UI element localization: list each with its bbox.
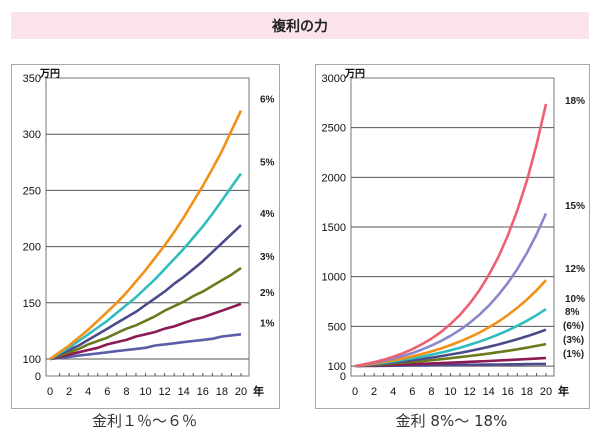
y-tick-label: 1000: [322, 272, 346, 284]
x-tick-label: 4: [85, 386, 91, 398]
x-tick-label: 14: [483, 386, 495, 398]
y-tick-label: 250: [23, 185, 41, 197]
x-tick-label: 20: [235, 386, 247, 398]
series-line-2pct: [49, 302, 242, 361]
series-label: (6%): [563, 321, 584, 332]
x-tick-label: 12: [463, 386, 475, 398]
chart-panel-right: 0 100 500 1000 1500 2000 2500 3000 万円 0 2 4 6 8 10 12 14…: [315, 64, 590, 409]
x-tick-label: 2: [371, 386, 377, 398]
series-label: (3%): [563, 335, 584, 346]
series-line-5pct: [49, 172, 243, 361]
x-tick-label: 8: [428, 386, 434, 398]
x-tick-label: 20: [540, 386, 552, 398]
y-tick-label: 350: [23, 73, 41, 85]
series-label: (1%): [563, 349, 584, 360]
x-tick-label: 2: [66, 386, 72, 398]
x-axis-unit: 年: [253, 384, 264, 398]
x-tick-label: 0: [47, 386, 53, 398]
series-label: 12%: [565, 264, 585, 275]
x-tick-label: 8: [123, 386, 129, 398]
y-axis-unit: 万円: [344, 68, 365, 80]
x-tick-label: 10: [444, 386, 456, 398]
chart-panel-left: 0 100 150 200 250 300 350 万円 0 2 4 6 8 10 12 14 16 18 20 年 1…: [11, 64, 280, 409]
x-tick-label: 12: [158, 386, 170, 398]
series-label: 2%: [260, 288, 275, 299]
y-tick-label: 100: [23, 354, 41, 366]
x-tick-label: 6: [409, 386, 415, 398]
page-title: 複利の力: [11, 12, 589, 39]
y-axis-unit: 万円: [39, 68, 60, 80]
series-line-4pct: [49, 224, 242, 361]
y-tick-label: 1500: [322, 222, 346, 234]
x-tick-label: 4: [390, 386, 396, 398]
y-tick-label: 100: [328, 361, 346, 373]
y-tick-label: 200: [23, 242, 41, 254]
series-label: 6%: [260, 95, 275, 106]
x-axis-unit: 年: [558, 384, 569, 398]
plot-area: [45, 77, 250, 377]
x-tick-label: 16: [197, 386, 209, 398]
y-tick-label: 300: [23, 129, 41, 141]
series-line-3pct: [49, 266, 242, 361]
series-label: 15%: [565, 201, 585, 212]
series-line-12pct: [354, 279, 547, 368]
series-label: 4%: [260, 209, 275, 220]
y-tick-label: 150: [23, 298, 41, 310]
chart-left-title: 金利１％～６％: [91, 412, 197, 430]
x-tick-label: 18: [216, 386, 228, 398]
series-label: 18%: [565, 96, 585, 107]
series-line-6pct: [49, 110, 243, 361]
chart-right-title: 金利 8%～ 18%: [395, 412, 508, 430]
series-label: 3%: [260, 252, 275, 263]
x-tick-label: 16: [502, 386, 514, 398]
series-line-18pct: [354, 103, 548, 368]
series-label: 1%: [260, 318, 275, 329]
series-line-15pct: [354, 212, 548, 368]
y-tick-label: 0: [340, 371, 346, 383]
chart-left: 0 100 150 200 250 300 350 万円 0 2 4 6 8 10 12 14 16 18 20 年 1…: [23, 68, 275, 398]
y-tick-label: 3000: [322, 73, 346, 85]
series-label: 5%: [260, 158, 275, 169]
x-tick-label: 14: [178, 386, 190, 398]
y-tick-label: 2500: [322, 123, 346, 135]
x-tick-label: 10: [139, 386, 151, 398]
x-tick-label: 6: [104, 386, 110, 398]
x-tick-label: 18: [521, 386, 533, 398]
y-tick-label: 2000: [322, 172, 346, 184]
y-tick-label: 0: [35, 371, 41, 383]
x-tick-label: 0: [352, 386, 358, 398]
series-label: 8%: [565, 307, 580, 318]
series-label: 10%: [565, 294, 585, 305]
y-tick-label: 500: [328, 321, 346, 333]
series-line-1pct: [49, 333, 242, 361]
